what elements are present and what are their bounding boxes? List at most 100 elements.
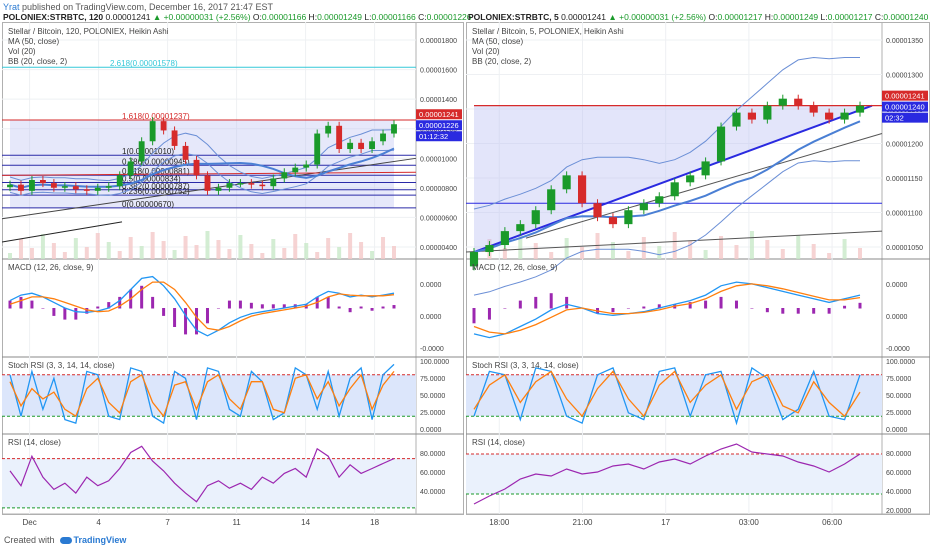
candle <box>500 231 509 246</box>
macd-hist-bar <box>260 304 264 309</box>
y-tick-label: 0.00001600 <box>420 68 457 75</box>
ma-line <box>473 120 861 253</box>
volume-bar <box>595 233 600 259</box>
chart-frame <box>2 22 464 515</box>
candle <box>778 98 787 106</box>
volume-bar <box>161 241 166 259</box>
macd-hist-bar <box>688 302 692 309</box>
volume-bar <box>282 248 287 259</box>
candle <box>855 105 865 113</box>
macd-hist-bar <box>140 285 144 309</box>
candle <box>516 224 525 232</box>
macd-hist-bar <box>812 308 816 314</box>
volume-bar <box>734 245 739 259</box>
candle <box>215 187 222 191</box>
macd-hist-bar <box>173 308 177 327</box>
candle <box>248 183 255 185</box>
macd-hist-bar <box>765 308 769 313</box>
fib-label: 1(0.00001010) <box>122 147 174 156</box>
stoch-y-tick: 50.0000 <box>886 393 911 400</box>
candle <box>485 245 494 253</box>
candle <box>809 105 818 113</box>
legend-entry: Stellar / Bitcoin, 5, POLONIEX, Heikin A… <box>472 27 624 36</box>
tradingview-brand[interactable]: TradingView <box>73 535 127 545</box>
author-link[interactable]: Yrat <box>3 2 20 12</box>
macd-title: MACD (12, 26, close, 9) <box>472 263 558 272</box>
bb-upper <box>473 56 860 210</box>
volume-bar <box>641 237 646 259</box>
attribution: Yrat published on TradingView.com, Decem… <box>3 2 273 12</box>
y-tick-label: 0.00001800 <box>420 38 457 45</box>
fib-label: 0.5(0.00000834) <box>122 174 181 183</box>
candle <box>562 175 571 190</box>
x-tick-label: 18 <box>370 518 379 527</box>
rsi-y-tick: 20.0000 <box>886 508 911 515</box>
macd-hist-bar <box>381 306 385 309</box>
volume-bar <box>780 249 785 259</box>
volume-bar <box>238 235 243 259</box>
volume-bar <box>117 251 122 259</box>
candle <box>39 180 46 184</box>
chart-left[interactable]: Dec 4 7 11 14 18 0.00001800 0.00001600 0.0000140… <box>2 22 464 530</box>
candle <box>577 175 587 204</box>
created-with: Created with <box>4 535 55 545</box>
macd-hist-bar <box>30 300 34 309</box>
chart-right[interactable]: 18:00 21:00 17 03:00 06:00 0.00001350 0.000013… <box>466 22 930 530</box>
candle <box>763 105 772 120</box>
price-label: 0.00001241 <box>885 92 925 101</box>
x-tick-label: 17 <box>661 518 670 527</box>
macd-y-tick: 0.0000 <box>420 282 442 289</box>
candle <box>94 187 101 191</box>
macd-hist-bar <box>642 306 646 309</box>
volume-bar <box>62 252 67 259</box>
macd-hist-bar <box>162 308 166 316</box>
volume-bar <box>626 251 631 259</box>
candle <box>116 175 123 187</box>
macd-y-tick: 0.0000 <box>420 314 442 321</box>
volume-bar <box>381 237 386 259</box>
macd-hist-bar <box>657 304 661 309</box>
macd-hist-bar <box>565 296 569 309</box>
volume-bar <box>139 246 144 259</box>
candle <box>325 125 332 134</box>
fib-label: 0.382(0.00000787) <box>122 182 190 191</box>
volume-bar <box>205 231 210 259</box>
macd-hist-bar <box>392 305 396 309</box>
candle <box>840 112 849 120</box>
last-left: 0.00001241 <box>105 12 151 22</box>
bb-upper <box>9 129 395 182</box>
volume-bar <box>703 250 708 259</box>
volume-bar <box>128 237 133 259</box>
volume-bar <box>719 236 724 259</box>
x-tick-label: 14 <box>301 518 310 527</box>
x-tick-label: 7 <box>165 518 170 527</box>
candle <box>314 133 321 165</box>
volume-bar <box>564 238 569 259</box>
candle <box>259 184 266 187</box>
volume-bar <box>293 234 298 259</box>
macd-hist-bar <box>107 302 111 309</box>
fib-label: 1.618(0.00001237) <box>122 112 190 121</box>
price-label-bg <box>416 109 462 120</box>
trend-line <box>2 221 123 243</box>
candle <box>29 180 35 191</box>
close-left: 0.00001226 <box>426 12 472 22</box>
stoch-title: Stoch RSI (3, 3, 14, 14, close) <box>8 361 115 370</box>
candle <box>193 159 200 176</box>
macd-hist-bar <box>238 300 242 309</box>
candle <box>83 189 90 191</box>
macd-hist-bar <box>534 296 538 309</box>
macd-hist-bar <box>359 306 363 309</box>
rsi-y-tick: 80.0000 <box>420 451 445 458</box>
stoch-band-fill <box>2 374 416 417</box>
macd-hist-bar <box>750 308 754 309</box>
trend-line <box>466 230 883 253</box>
candle <box>270 178 277 187</box>
candle <box>171 130 178 146</box>
rsi-y-tick: 60.0000 <box>886 470 911 477</box>
stoch-d-line <box>9 370 395 418</box>
candle <box>347 142 354 150</box>
stoch-y-tick: 25.0000 <box>420 410 445 417</box>
macd-hist-bar <box>487 308 491 320</box>
legend-entry: Stellar / Bitcoin, 120, POLONIEX, Heikin… <box>8 27 169 36</box>
